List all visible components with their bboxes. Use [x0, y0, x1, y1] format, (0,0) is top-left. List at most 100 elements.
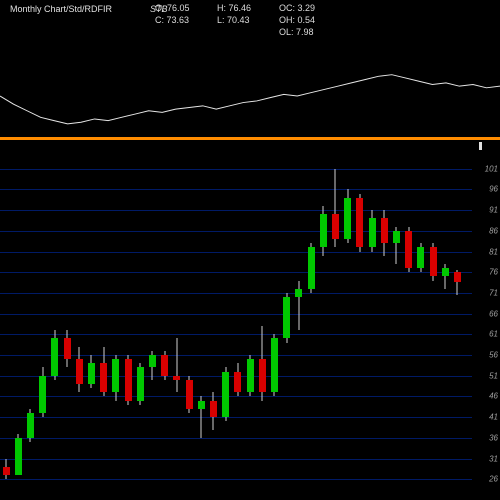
candle-body [247, 359, 254, 392]
candle-body [344, 198, 351, 239]
candle-body [161, 355, 168, 376]
candle[interactable] [198, 148, 205, 500]
candle[interactable] [15, 148, 22, 500]
indicator-pane[interactable] [0, 55, 500, 140]
ol-label: OL: 7.98 [279, 26, 337, 38]
candle[interactable] [271, 148, 278, 500]
candle[interactable] [344, 148, 351, 500]
candle-body [393, 231, 400, 243]
candle-body [454, 272, 461, 282]
candle-body [430, 247, 437, 276]
candle-body [283, 297, 290, 338]
axis-tick: 96 [489, 185, 498, 194]
candle-wick [176, 338, 177, 392]
candle[interactable] [295, 148, 302, 500]
candle-body [149, 355, 156, 367]
candle[interactable] [381, 148, 388, 500]
axis-tick: 76 [489, 268, 498, 277]
candle[interactable] [369, 148, 376, 500]
candle[interactable] [442, 148, 449, 500]
candlestick-series [0, 148, 472, 500]
price-axis: 101969186817671666156514641363126 [474, 148, 498, 500]
axis-tick: 101 [485, 164, 498, 173]
candle[interactable] [417, 148, 424, 500]
candle[interactable] [186, 148, 193, 500]
candle[interactable] [51, 148, 58, 500]
axis-tick: 71 [489, 288, 498, 297]
candle-body [137, 367, 144, 400]
candle-body [76, 359, 83, 384]
close-label: C: 73.63 [155, 14, 217, 26]
candle[interactable] [234, 148, 241, 500]
oc-label: OC: 3.29 [279, 2, 337, 14]
candle-body [234, 372, 241, 393]
candle[interactable] [27, 148, 34, 500]
price-pane[interactable]: 101969186817671666156514641363126 [0, 148, 500, 500]
candle-body [381, 218, 388, 243]
oh-label: OH: 0.54 [279, 14, 337, 26]
candle-body [186, 380, 193, 409]
candle[interactable] [259, 148, 266, 500]
candle[interactable] [320, 148, 327, 500]
candle[interactable] [393, 148, 400, 500]
candle[interactable] [149, 148, 156, 500]
candle[interactable] [454, 148, 461, 500]
axis-tick: 36 [489, 433, 498, 442]
candle-body [271, 338, 278, 392]
candle-body [198, 401, 205, 409]
candle[interactable] [173, 148, 180, 500]
candle-body [27, 413, 34, 438]
candle[interactable] [3, 148, 10, 500]
candle[interactable] [430, 148, 437, 500]
candle[interactable] [356, 148, 363, 500]
candle[interactable] [222, 148, 229, 500]
candle[interactable] [125, 148, 132, 500]
candle-body [15, 438, 22, 475]
candle-body [173, 376, 180, 380]
candle[interactable] [137, 148, 144, 500]
candle[interactable] [112, 148, 119, 500]
ohlc-readout: O: 76.05 H: 76.46 OC: 3.29 C: 73.63 L: 7… [155, 2, 337, 38]
axis-tick: 81 [489, 247, 498, 256]
axis-tick: 66 [489, 309, 498, 318]
indicator-line-chart [0, 55, 500, 137]
axis-tick: 61 [489, 330, 498, 339]
candle-body [320, 214, 327, 247]
candle-body [210, 401, 217, 418]
axis-tick: 86 [489, 226, 498, 235]
candle[interactable] [161, 148, 168, 500]
candle[interactable] [64, 148, 71, 500]
candle[interactable] [247, 148, 254, 500]
candle[interactable] [39, 148, 46, 500]
low-label: L: 70.43 [217, 14, 279, 26]
candle-body [356, 198, 363, 248]
candle[interactable] [308, 148, 315, 500]
candle[interactable] [88, 148, 95, 500]
axis-tick: 51 [489, 371, 498, 380]
axis-tick: 56 [489, 351, 498, 360]
candle-body [417, 247, 424, 268]
candle[interactable] [76, 148, 83, 500]
axis-tick: 26 [489, 475, 498, 484]
axis-tick: 31 [489, 454, 498, 463]
candle[interactable] [210, 148, 217, 500]
candle-body [88, 363, 95, 384]
candle-body [442, 268, 449, 276]
candle-body [369, 218, 376, 247]
candle[interactable] [100, 148, 107, 500]
open-label: O: 76.05 [155, 2, 217, 14]
candle[interactable] [405, 148, 412, 500]
candle[interactable] [283, 148, 290, 500]
candle-body [308, 247, 315, 288]
candle-body [125, 359, 132, 400]
high-label: H: 76.46 [217, 2, 279, 14]
candle[interactable] [332, 148, 339, 500]
axis-tick: 41 [489, 413, 498, 422]
candle-body [332, 214, 339, 239]
axis-tick: 91 [489, 206, 498, 215]
candle-body [112, 359, 119, 392]
candle-body [222, 372, 229, 418]
candle-body [3, 467, 10, 475]
candle-body [51, 338, 58, 375]
candle-body [259, 359, 266, 392]
